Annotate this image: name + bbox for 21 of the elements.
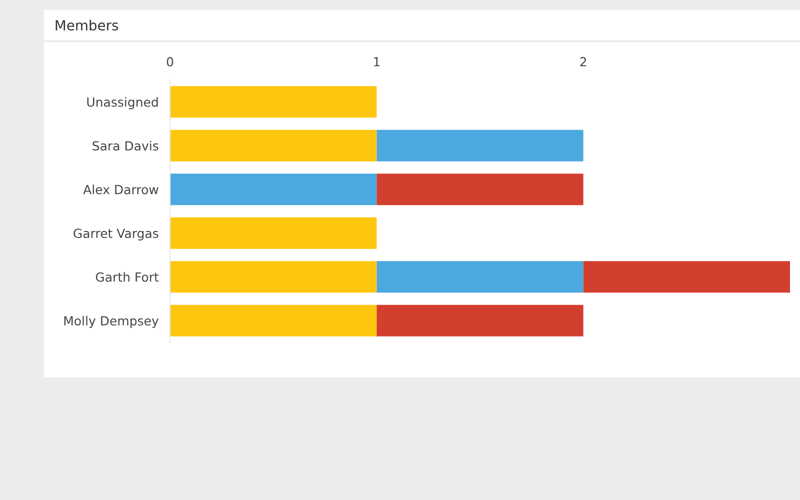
y-tick-label: Molly Dempsey — [64, 316, 159, 328]
y-tick-label: Alex Darrow — [83, 184, 158, 194]
y-tick-label: Unassigned — [87, 97, 158, 110]
bar — [583, 261, 790, 293]
bar — [376, 130, 584, 162]
bar — [170, 261, 377, 293]
chart-title: Members — [56, 20, 118, 31]
y-tick-label: Garth Fort — [96, 272, 159, 282]
bar — [170, 304, 377, 336]
bar — [376, 261, 584, 293]
bar — [376, 304, 584, 336]
bar — [170, 86, 377, 118]
x-tick-label: 2 — [580, 57, 586, 66]
x-tick-label: 0 — [166, 57, 174, 66]
bar — [170, 217, 377, 249]
y-tick-label: Garret Vargas — [74, 228, 158, 240]
y-tick-label: Sara Davis — [92, 140, 158, 151]
x-tick-label: 1 — [374, 57, 380, 66]
bar — [170, 174, 377, 206]
bar — [376, 174, 584, 206]
bar — [170, 130, 377, 162]
